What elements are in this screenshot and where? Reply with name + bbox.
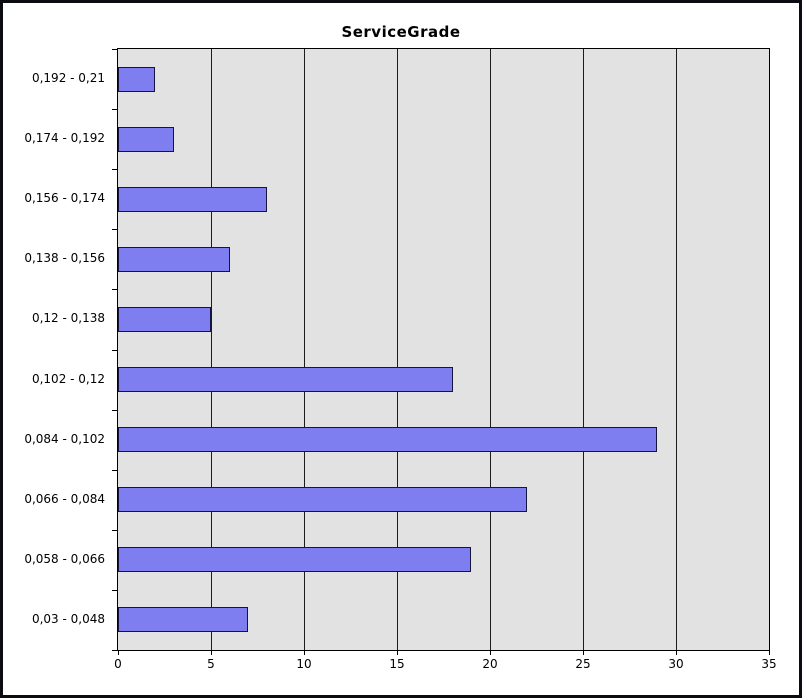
chart-title: ServiceGrade [341, 23, 461, 41]
x-axis-tick [583, 651, 584, 655]
y-axis-tick [112, 350, 117, 351]
bar [118, 127, 174, 152]
y-axis-tick [112, 650, 117, 651]
y-axis-tick [112, 109, 117, 110]
x-axis-tick-label: 25 [575, 657, 591, 671]
y-axis-tick [112, 590, 117, 591]
bar [118, 187, 267, 212]
bar [118, 487, 527, 512]
bar [118, 307, 211, 332]
x-axis-tick [769, 651, 770, 655]
y-axis-label: 0,12 - 0,138 [31, 311, 105, 325]
y-axis-label: 0,138 - 0,156 [24, 251, 105, 265]
x-axis-tick-label: 0 [114, 657, 122, 671]
y-axis-label: 0,03 - 0,048 [31, 612, 105, 626]
x-axis-tick [490, 651, 491, 655]
x-axis-tick-label: 5 [207, 657, 215, 671]
x-axis-tick-label: 20 [482, 657, 498, 671]
y-axis-label-gutter: 0,192 - 0,21 0,174 - 0,192 0,156 - 0,174 0,… [3, 48, 111, 649]
gridline [211, 49, 212, 650]
x-axis-tick-label: 10 [296, 657, 312, 671]
bar [118, 607, 248, 632]
y-axis-label: 0,102 - 0,12 [31, 372, 105, 386]
y-axis-label: 0,174 - 0,192 [24, 131, 105, 145]
bar [118, 547, 471, 572]
bar [118, 247, 230, 272]
y-axis-tick [112, 470, 117, 471]
x-axis-tick [397, 651, 398, 655]
gridline [490, 49, 491, 650]
gridline [676, 49, 677, 650]
plot-area [117, 48, 770, 651]
y-axis-label: 0,192 - 0,21 [31, 71, 105, 85]
y-axis-tick [112, 49, 117, 50]
y-axis-label: 0,066 - 0,084 [24, 492, 105, 506]
x-axis-tick [304, 651, 305, 655]
bar [118, 67, 155, 92]
y-axis-tick [112, 530, 117, 531]
y-axis-label: 0,156 - 0,174 [24, 191, 105, 205]
y-axis-tick [112, 289, 117, 290]
y-axis-tick [112, 410, 117, 411]
gridline [304, 49, 305, 650]
x-axis-tick [676, 651, 677, 655]
bar [118, 427, 657, 452]
gridline [397, 49, 398, 650]
x-axis-tick-label: 15 [389, 657, 405, 671]
x-axis-tick-label: 35 [761, 657, 777, 671]
x-axis-tick [211, 651, 212, 655]
y-axis-tick [112, 169, 117, 170]
y-axis-label: 0,058 - 0,066 [24, 552, 105, 566]
x-axis-tick [118, 651, 119, 655]
y-axis-label: 0,084 - 0,102 [24, 432, 105, 446]
bar [118, 367, 453, 392]
gridline [583, 49, 584, 650]
x-axis-tick-label: 30 [668, 657, 684, 671]
y-axis-tick [112, 229, 117, 230]
